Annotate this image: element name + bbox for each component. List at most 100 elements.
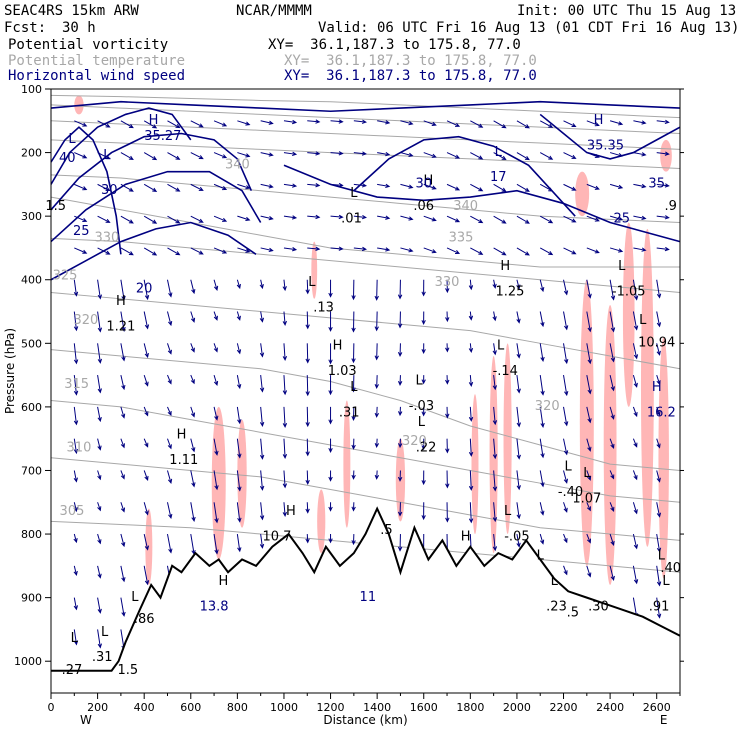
wind-vector bbox=[213, 215, 228, 222]
wind-vector bbox=[539, 279, 545, 293]
wind-vector bbox=[260, 215, 274, 221]
annotation-label: .40 bbox=[660, 561, 681, 576]
wind-vector bbox=[190, 470, 196, 488]
wind-vector bbox=[143, 502, 149, 516]
y-tick-label: 400 bbox=[21, 274, 42, 287]
annotation-label: .86 bbox=[134, 612, 155, 627]
wind-vector bbox=[609, 533, 615, 546]
wind-vector bbox=[516, 502, 521, 520]
wind-vector bbox=[97, 597, 102, 614]
annotation-label: L bbox=[504, 504, 512, 519]
wind-vector bbox=[282, 343, 288, 362]
annotation-label: L bbox=[68, 132, 76, 147]
wind-vector bbox=[586, 152, 600, 159]
forecast-hours: 30 h bbox=[62, 20, 96, 36]
wind-vector bbox=[377, 215, 391, 220]
wind-vector bbox=[120, 597, 126, 617]
wind-vector bbox=[516, 470, 521, 491]
wind-vector bbox=[421, 375, 426, 385]
wind-vector bbox=[236, 406, 242, 425]
wind-vector bbox=[656, 246, 670, 252]
annotation-label: 1.07 bbox=[572, 491, 601, 506]
wind-vector bbox=[328, 375, 333, 396]
wind-vector bbox=[400, 152, 414, 157]
wind-vector bbox=[586, 120, 600, 127]
annotation-label: 1.5 bbox=[118, 663, 139, 678]
annotation-label: 320 bbox=[402, 434, 427, 449]
wind-vector bbox=[445, 502, 450, 523]
wind-vector bbox=[609, 183, 624, 190]
wind-vector bbox=[423, 247, 437, 254]
wind-vector bbox=[97, 152, 111, 160]
valid-time: Valid: 06 UTC Fri 16 Aug 13 (01 CDT Fri … bbox=[318, 20, 740, 36]
wind-vector bbox=[586, 438, 592, 452]
annotation-label: L bbox=[103, 148, 111, 163]
wind-vector bbox=[377, 120, 391, 125]
wind-vector bbox=[586, 502, 591, 512]
wind-vector bbox=[351, 343, 356, 364]
wind-vector bbox=[563, 375, 569, 397]
annotation-label: .31 bbox=[339, 405, 360, 420]
wind-vector bbox=[307, 151, 321, 156]
wind-vector bbox=[190, 374, 195, 385]
wind-contour-8 bbox=[50, 100, 681, 113]
wind-vector bbox=[470, 247, 484, 255]
wind-vector bbox=[190, 215, 204, 223]
y-tick-label: 600 bbox=[21, 401, 42, 414]
wind-vector bbox=[236, 279, 241, 290]
wind-vector bbox=[213, 279, 219, 291]
wind-vector bbox=[516, 279, 521, 290]
wind-vector bbox=[328, 470, 333, 482]
wind-vector bbox=[166, 502, 173, 520]
wind-vector bbox=[120, 279, 126, 301]
annotation-label: H bbox=[333, 339, 343, 354]
wind-vector bbox=[351, 375, 356, 393]
annotation-label: .91 bbox=[649, 599, 670, 614]
wind-vector bbox=[97, 470, 102, 481]
wind-vector bbox=[236, 470, 242, 492]
annotation-label: .30 bbox=[588, 599, 609, 614]
annotation-label: H bbox=[177, 428, 187, 443]
wind-vector bbox=[632, 406, 638, 418]
wind-vector bbox=[74, 152, 88, 159]
wind-vector bbox=[305, 502, 310, 514]
org-title: NCAR/MMMM bbox=[236, 3, 312, 19]
pv-anomaly-14 bbox=[575, 171, 590, 217]
wind-vector bbox=[400, 215, 414, 221]
wind-vector bbox=[468, 470, 474, 491]
wind-contour-25 bbox=[283, 164, 681, 243]
forecast-label: Fcst: bbox=[4, 20, 47, 36]
wind-vector bbox=[282, 502, 287, 517]
wind-vector bbox=[493, 152, 507, 161]
annotation-label: L bbox=[639, 313, 647, 328]
annotation-label: -.14 bbox=[493, 364, 518, 379]
annotation-label: -.05 bbox=[504, 529, 529, 544]
wind-vector bbox=[609, 311, 616, 333]
field-name-theta: Potential temperature bbox=[8, 53, 186, 69]
theta-contour-11 bbox=[50, 94, 681, 119]
wind-vector bbox=[73, 629, 79, 646]
wind-vector bbox=[282, 470, 288, 489]
annotation-label: .5 bbox=[380, 523, 392, 538]
theta-contour-315 bbox=[50, 400, 681, 503]
wind-vector bbox=[330, 151, 344, 156]
wind-vector bbox=[633, 152, 647, 157]
wind-vector bbox=[423, 152, 437, 158]
annotation-label: L bbox=[415, 374, 423, 389]
wind-vector bbox=[73, 502, 78, 513]
wind-vector bbox=[120, 343, 126, 362]
wind-vector bbox=[632, 279, 639, 301]
x-tick-label: 800 bbox=[227, 701, 248, 714]
wind-vector bbox=[609, 120, 624, 126]
pv-anomaly-1 bbox=[503, 343, 512, 535]
wind-vector bbox=[516, 406, 521, 428]
annotation-label: 1.11 bbox=[169, 453, 198, 468]
wind-vector bbox=[120, 502, 126, 513]
wind-vector bbox=[283, 247, 298, 252]
wind-vector bbox=[609, 470, 615, 480]
wind-vector bbox=[73, 438, 79, 455]
wind-vector bbox=[167, 247, 181, 256]
wind-vector bbox=[353, 151, 367, 156]
wind-vector bbox=[283, 119, 298, 125]
wind-vector bbox=[330, 119, 344, 124]
